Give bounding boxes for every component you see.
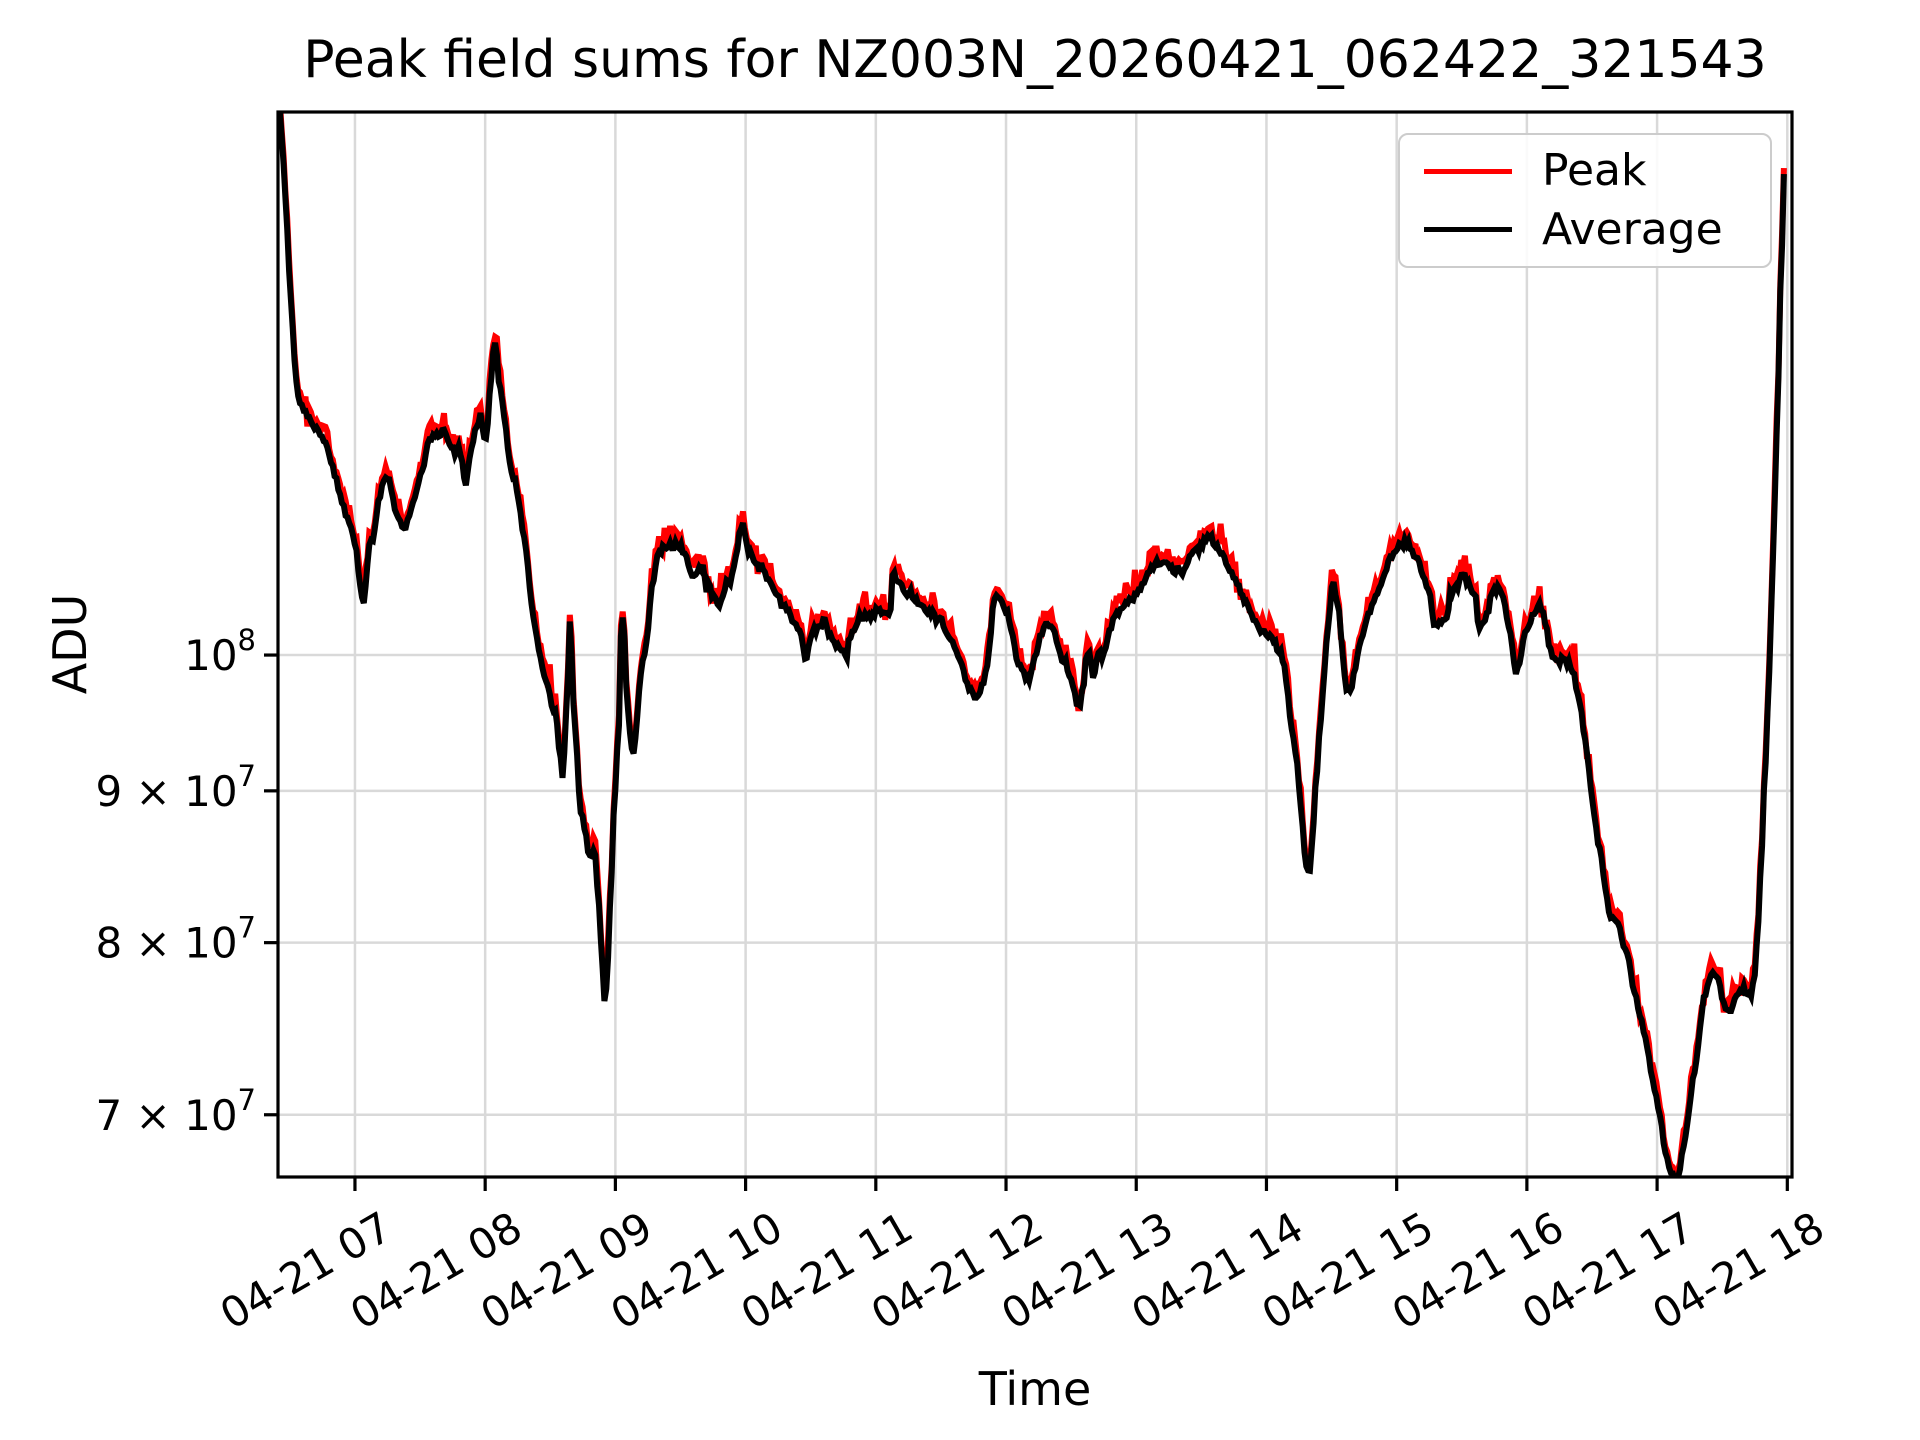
- y-tick-label: 8 × 107: [95, 911, 256, 968]
- peak-line-swatch: [1424, 168, 1512, 174]
- y-tick-label: 108: [184, 623, 256, 680]
- gridlines: [278, 112, 1792, 1177]
- y-tick-label: 9 × 107: [95, 759, 256, 816]
- chart-title: Peak field sums for NZ003N_20260421_0624…: [303, 30, 1767, 90]
- average-series-line: [278, 112, 1787, 1177]
- legend-entry-peak: Peak: [1424, 145, 1746, 197]
- legend: Peak Average: [1398, 133, 1772, 268]
- y-tick-label: 7 × 107: [95, 1083, 256, 1140]
- axes-spines: [276, 110, 1794, 1179]
- legend-label-peak: Peak: [1542, 145, 1647, 197]
- y-axis-label: ADU: [43, 593, 97, 695]
- x-axis-label: Time: [978, 1362, 1092, 1416]
- legend-label-average: Average: [1542, 203, 1723, 255]
- average-line-swatch: [1424, 227, 1512, 233]
- legend-entry-average: Average: [1424, 203, 1746, 255]
